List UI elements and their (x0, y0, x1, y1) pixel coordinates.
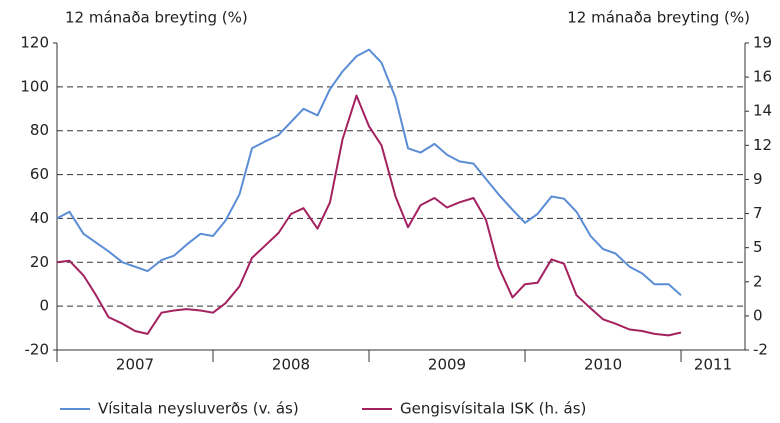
y-tick-label: 80 (30, 121, 49, 139)
y2-tick-label: 12 (753, 136, 772, 154)
x-tick-label: 2011 (694, 356, 732, 374)
x-tick-label: 2010 (584, 356, 622, 374)
y-tick-label: -20 (25, 341, 50, 359)
y2-tick-label: 5 (753, 238, 763, 256)
x-tick-label: 2009 (428, 356, 466, 374)
x-tick-label: 2008 (272, 356, 310, 374)
y2-tick-label: 14 (753, 102, 772, 120)
legend-label: Gengisvísitala ISK (h. ás) (400, 400, 586, 418)
y2-tick-label: 7 (753, 204, 763, 222)
y2-tick-label: 9 (753, 170, 763, 188)
y-tick-label: 40 (30, 209, 49, 227)
y-tick-label: 0 (39, 297, 49, 315)
y2-tick-label: 0 (753, 306, 763, 324)
y2-tick-label: 19 (753, 34, 772, 52)
legend-label: Vísitala neysluverðs (v. ás) (98, 400, 299, 418)
y-tick-label: 20 (30, 253, 49, 271)
y2-axis-title: 12 mánaða breyting (%) (567, 9, 750, 27)
y-tick-label: 120 (20, 34, 49, 52)
y-tick-label: 60 (30, 165, 49, 183)
y2-tick-label: 16 (753, 68, 772, 86)
y-tick-label: 100 (20, 77, 49, 95)
x-tick-label: 2007 (116, 356, 154, 374)
y2-tick-label: -2 (753, 341, 768, 359)
y-axis-title: 12 mánaða breyting (%) (65, 9, 248, 27)
series-line (56, 48, 682, 296)
y2-tick-label: 2 (753, 272, 763, 290)
series-line (56, 94, 682, 337)
